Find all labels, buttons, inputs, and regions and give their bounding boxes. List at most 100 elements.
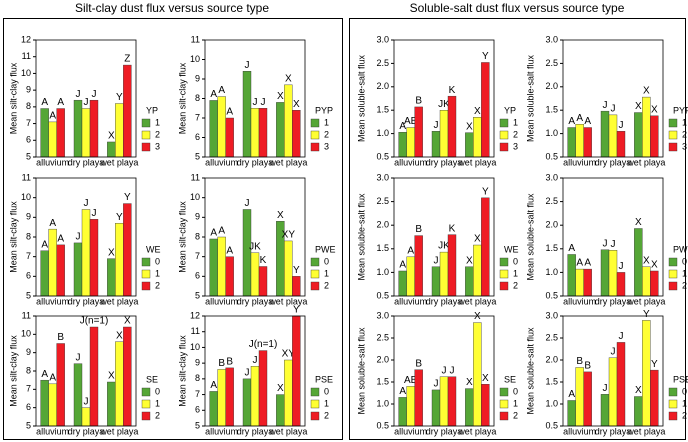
bar-letter: X (108, 247, 115, 258)
legend-label: 3 (513, 141, 518, 151)
bar-letter: A (568, 389, 575, 400)
bar (209, 391, 218, 427)
bar (258, 266, 268, 297)
bar-letter: J (619, 331, 624, 342)
x-tick-label: dry playa (426, 296, 463, 306)
legend-swatch (499, 399, 509, 409)
legend-swatch (141, 142, 151, 152)
bar-letter: X (474, 311, 481, 322)
bar (225, 367, 234, 427)
bar (567, 254, 576, 297)
bar (447, 234, 457, 297)
bar-letter: Z (124, 54, 130, 65)
bar-letter: Y (482, 186, 489, 197)
bar-letter: X (651, 104, 658, 115)
legend-swatch (141, 257, 151, 267)
bar-letter: A (218, 226, 225, 237)
legend-swatch (141, 387, 151, 397)
bar (107, 141, 116, 158)
bar-letter: K (260, 255, 267, 266)
legend-swatch (141, 411, 151, 421)
x-tick-label: wet playa (457, 296, 496, 306)
legend-label: 2 (513, 129, 518, 139)
bar (40, 379, 49, 427)
bar (431, 266, 441, 297)
bar-letter: X (124, 316, 131, 327)
legend-label: 1 (324, 117, 329, 127)
bar-letter: J (84, 198, 89, 209)
y-tick-label: 2.5 (376, 332, 389, 342)
x-tick-label: alluvium (205, 426, 238, 436)
y-tick-label: 1.5 (545, 376, 558, 386)
bar-letter: X (277, 383, 284, 394)
legend-label: 0 (155, 256, 160, 266)
bar (406, 386, 415, 427)
bar-letter: X (466, 255, 473, 266)
y-axis-label: Mean silt-clay flux (177, 201, 187, 273)
bar (447, 376, 457, 427)
y-tick-label: 1.0 (545, 398, 558, 408)
legend-label: 3 (155, 141, 160, 151)
y-tick-label: 1.0 (376, 267, 389, 277)
bar (465, 388, 474, 427)
legend-label: 2 (155, 410, 160, 420)
y-axis-label: Mean soluble-salt flux (525, 193, 535, 281)
bar-letter: A (226, 107, 233, 118)
plot-frame (562, 39, 664, 158)
y-tick-label: 2.0 (376, 81, 389, 91)
legend-label: 1 (682, 117, 687, 127)
bar (217, 369, 226, 427)
bar (616, 131, 626, 158)
bar (575, 124, 584, 158)
legend-label: 1 (155, 117, 160, 127)
bar (650, 369, 659, 427)
bar-letter: A (49, 111, 56, 122)
bar (73, 99, 83, 158)
bar (575, 268, 584, 297)
bar-letter: J (253, 355, 258, 366)
y-tick-label: 7 (195, 112, 200, 122)
bar-letter: J (92, 208, 97, 219)
bar-letter: A (49, 372, 56, 383)
plot-frame (393, 177, 495, 297)
x-tick-label: wet playa (626, 296, 665, 306)
y-tick-label: 0.5 (376, 151, 389, 161)
legend-label: 2 (513, 280, 518, 290)
y-tick-label: 7 (26, 118, 31, 128)
x-tick-label: alluvium (563, 426, 596, 436)
x-tick-label: alluvium (394, 426, 427, 436)
y-tick-label: 11 (191, 326, 200, 336)
legend-label: 0 (155, 386, 160, 396)
x-tick-label: wet playa (268, 296, 307, 306)
bar-letter: A (210, 380, 217, 391)
bar (481, 197, 490, 297)
bar-letter: B (576, 356, 583, 367)
bar-letter: Y (293, 265, 300, 276)
bar-letter: A (399, 121, 406, 132)
x-tick-label: wet playa (99, 426, 138, 436)
bar-letter: J (619, 120, 624, 131)
x-tick-label: dry playa (68, 426, 105, 436)
bar-letter: J (76, 89, 81, 100)
plot-frame (35, 315, 137, 427)
bar (583, 268, 592, 297)
bar (276, 394, 285, 427)
bar-letter: J (611, 104, 616, 115)
bar (616, 272, 626, 297)
bar (465, 132, 474, 158)
bar-letter: J(n=1) (80, 316, 109, 327)
bar-letter: X (285, 73, 292, 84)
legend-swatch (668, 411, 678, 421)
bar (583, 371, 592, 427)
bar (225, 117, 234, 158)
x-tick-label: wet playa (626, 426, 665, 436)
bar-letter: J (611, 346, 616, 357)
bar-letter: X (635, 385, 642, 396)
plot-frame (393, 315, 495, 427)
x-tick-label: wet playa (268, 426, 307, 436)
x-tick-label: dry playa (595, 157, 632, 167)
bar-letter: J (92, 89, 97, 100)
plot-frame (35, 39, 137, 158)
y-tick-label: 10 (190, 192, 200, 202)
